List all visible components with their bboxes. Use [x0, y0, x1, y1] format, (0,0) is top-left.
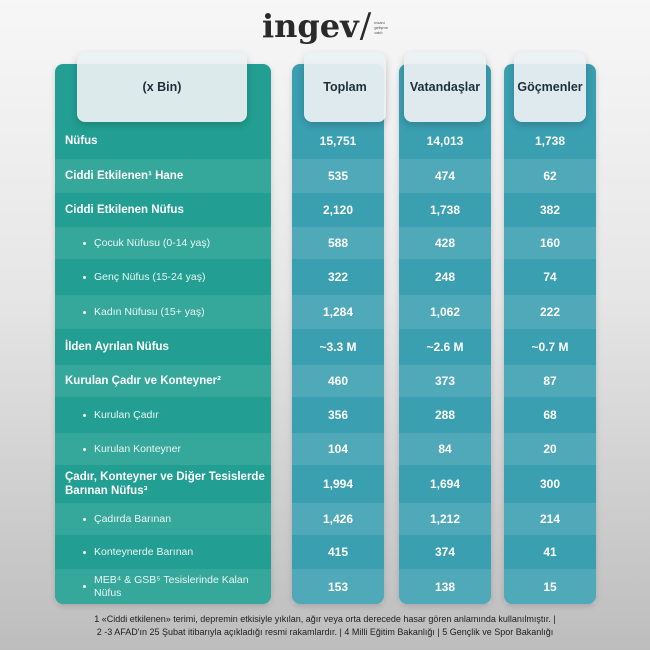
table-row: Çadırda Barınan 1,426 1,212 214: [0, 503, 650, 535]
row-label: Kadın Nüfusu (15+ yaş): [55, 295, 271, 329]
row-label: Nüfus: [65, 135, 98, 147]
table-row: Kadın Nüfusu (15+ yaş) 1,284 1,062 222: [0, 295, 650, 329]
logo-wordmark: ingev: [261, 7, 359, 45]
row-label: Çadırda Barınan: [55, 503, 271, 535]
row-label: Çadır, Konteyner ve Diğer Tesislerde Bar…: [65, 471, 265, 497]
row-value-toplam: ~3.3 M: [319, 340, 357, 354]
row-value-gocmenler: 15: [504, 569, 596, 604]
row-value-toplam: 322: [327, 270, 349, 284]
row-value-gocmenler: 62: [504, 159, 596, 193]
row-label: Kurulan Konteyner: [55, 433, 271, 465]
table-row: Kurulan Çadır ve Konteyner² 460 373 87: [0, 365, 650, 397]
table-row: Konteynerde Barınan 415 374 41: [0, 536, 650, 568]
header-gocmenler: Göçmenler: [514, 52, 586, 122]
row-value-gocmenler: 214: [504, 503, 596, 535]
row-value-toplam: 1,426: [292, 503, 384, 535]
footnote-line: 2 -3 AFAD'ın 25 Şubat itibarıyla açıklad…: [96, 627, 554, 637]
bullet-icon: [83, 585, 86, 588]
footnote: 1 «Ciddi etkilenen» terimi, depremin etk…: [20, 613, 630, 639]
row-value-gocmenler: 300: [539, 477, 561, 491]
table-row: Çadır, Konteyner ve Diğer Tesislerde Bar…: [0, 466, 650, 502]
row-value-gocmenler: 87: [504, 365, 596, 397]
gocmenler-column-background: [504, 64, 596, 604]
bullet-icon: [83, 447, 86, 451]
row-label: MEB⁴ & GSB⁵ Tesislerinde Kalan Nüfus: [55, 569, 271, 604]
row-label: Kurulan Çadır ve Konteyner²: [55, 365, 271, 397]
bullet-icon: [83, 413, 86, 417]
row-value-vatandaslar: 474: [399, 159, 491, 193]
row-value-toplam: 15,751: [319, 134, 357, 148]
table-row: Nüfus 15,751 14,013 1,738: [0, 124, 650, 158]
row-value-vatandaslar: 248: [434, 270, 456, 284]
vatandaslar-column-background: [399, 64, 491, 604]
row-label: İlden Ayrılan Nüfus: [65, 341, 169, 353]
row-value-toplam: 1,284: [292, 295, 384, 329]
row-value-toplam: 588: [292, 227, 384, 259]
row-value-vatandaslar: 373: [399, 365, 491, 397]
row-value-gocmenler: ~0.7 M: [531, 340, 569, 354]
row-label: Kurulan Çadır: [55, 398, 271, 432]
bullet-icon: [83, 275, 86, 279]
row-value-gocmenler: 74: [543, 270, 557, 284]
label-column-background: [55, 64, 271, 604]
row-value-vatandaslar: 1,738: [429, 203, 461, 217]
row-value-toplam: 104: [292, 433, 384, 465]
row-value-gocmenler: 382: [539, 203, 561, 217]
row-value-toplam: 356: [327, 408, 349, 422]
row-label: Ciddi Etkilenen¹ Hane: [55, 159, 271, 193]
table-row: MEB⁴ & GSB⁵ Tesislerinde Kalan Nüfus 153…: [0, 569, 650, 604]
row-value-vatandaslar: 1,212: [399, 503, 491, 535]
row-value-toplam: 415: [327, 545, 349, 559]
row-value-gocmenler: 1,738: [534, 134, 566, 148]
row-value-vatandaslar: 138: [399, 569, 491, 604]
row-value-gocmenler: 68: [543, 408, 557, 422]
table-row: Ciddi Etkilenen Nüfus 2,120 1,738 382: [0, 194, 650, 226]
row-value-vatandaslar: ~2.6 M: [426, 340, 464, 354]
toplam-column-background: [292, 64, 384, 604]
row-value-vatandaslar: 1,062: [399, 295, 491, 329]
logo-tagline: insani gelişme vakfı: [374, 19, 388, 35]
row-label: Genç Nüfus (15-24 yaş): [55, 260, 271, 294]
table-row: Çocuk Nüfusu (0-14 yaş) 588 428 160: [0, 227, 650, 259]
footnote-line: 1 «Ciddi etkilenen» terimi, depremin etk…: [94, 614, 556, 624]
header-unit-label: (x Bin): [77, 52, 247, 122]
row-value-gocmenler: 160: [504, 227, 596, 259]
table-row: Genç Nüfus (15-24 yaş) 322 248 74: [0, 260, 650, 294]
row-label: Çocuk Nüfusu (0-14 yaş): [55, 227, 271, 259]
row-value-toplam: 1,994: [322, 477, 354, 491]
header-toplam: Toplam: [304, 52, 386, 122]
table-row: Kurulan Konteyner 104 84 20: [0, 433, 650, 465]
bullet-icon: [83, 550, 86, 554]
row-value-toplam: 153: [292, 569, 384, 604]
ingev-logo: ingev / insani gelişme vakfı: [0, 4, 650, 48]
bullet-icon: [83, 310, 86, 314]
row-value-toplam: 460: [292, 365, 384, 397]
bullet-icon: [83, 241, 86, 245]
row-value-toplam: 535: [292, 159, 384, 193]
header-vatandaslar: Vatandaşlar: [404, 52, 486, 122]
logo-slash: /: [359, 6, 372, 46]
row-value-gocmenler: 20: [504, 433, 596, 465]
row-value-gocmenler: 222: [504, 295, 596, 329]
row-value-gocmenler: 41: [543, 545, 557, 559]
row-value-vatandaslar: 428: [399, 227, 491, 259]
table-row: Kurulan Çadır 356 288 68: [0, 398, 650, 432]
row-value-vatandaslar: 1,694: [429, 477, 461, 491]
row-value-vatandaslar: 84: [399, 433, 491, 465]
row-label: Ciddi Etkilenen Nüfus: [65, 204, 184, 216]
table-row: İlden Ayrılan Nüfus ~3.3 M ~2.6 M ~0.7 M: [0, 330, 650, 364]
bullet-icon: [83, 517, 86, 521]
row-label: Konteynerde Barınan: [55, 536, 271, 568]
row-value-vatandaslar: 374: [434, 545, 456, 559]
table-row: Ciddi Etkilenen¹ Hane 535 474 62: [0, 159, 650, 193]
row-value-vatandaslar: 288: [434, 408, 456, 422]
row-value-toplam: 2,120: [322, 203, 354, 217]
row-value-vatandaslar: 14,013: [426, 134, 464, 148]
